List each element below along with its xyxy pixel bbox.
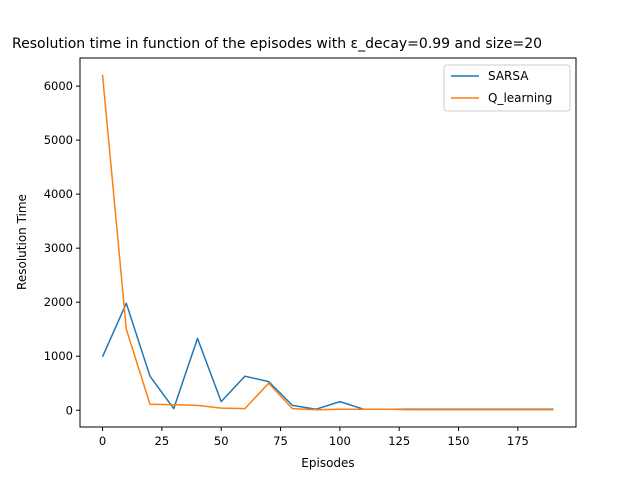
y-tick-label: 2000	[44, 295, 73, 309]
x-tick-label: 175	[507, 434, 529, 448]
x-tick-label: 50	[214, 434, 229, 448]
y-tick-label: 3000	[44, 241, 73, 255]
legend-label-sarsa: SARSA	[488, 69, 529, 83]
y-axis-ticks: 0 1000 2000 3000 4000 5000 6000	[44, 79, 80, 417]
y-tick-label: 0	[66, 403, 73, 417]
chart-title: Resolution time in function of the episo…	[12, 36, 542, 52]
x-tick-label: 75	[273, 434, 288, 448]
x-tick-label: 25	[155, 434, 170, 448]
y-axis-label: Resolution Time	[15, 194, 29, 290]
x-tick-label: 0	[99, 434, 106, 448]
series-layer	[101, 74, 554, 411]
x-tick-label: 125	[388, 434, 410, 448]
y-tick-label: 4000	[44, 187, 73, 201]
legend: SARSA Q_learning	[443, 64, 571, 112]
x-axis-ticks: 0 25 50 75 100 125 150 175	[99, 427, 529, 448]
y-tick-label: 5000	[44, 133, 73, 147]
y-tick-label: 6000	[44, 79, 73, 93]
y-tick-label: 1000	[44, 349, 73, 363]
plot-frame	[79, 57, 577, 428]
x-tick-label: 150	[448, 434, 470, 448]
x-axis-label: Episodes	[301, 456, 354, 470]
x-tick-label: 100	[329, 434, 351, 448]
legend-label-q-learning: Q_learning	[488, 91, 552, 105]
series-line-q-learning	[101, 74, 554, 411]
